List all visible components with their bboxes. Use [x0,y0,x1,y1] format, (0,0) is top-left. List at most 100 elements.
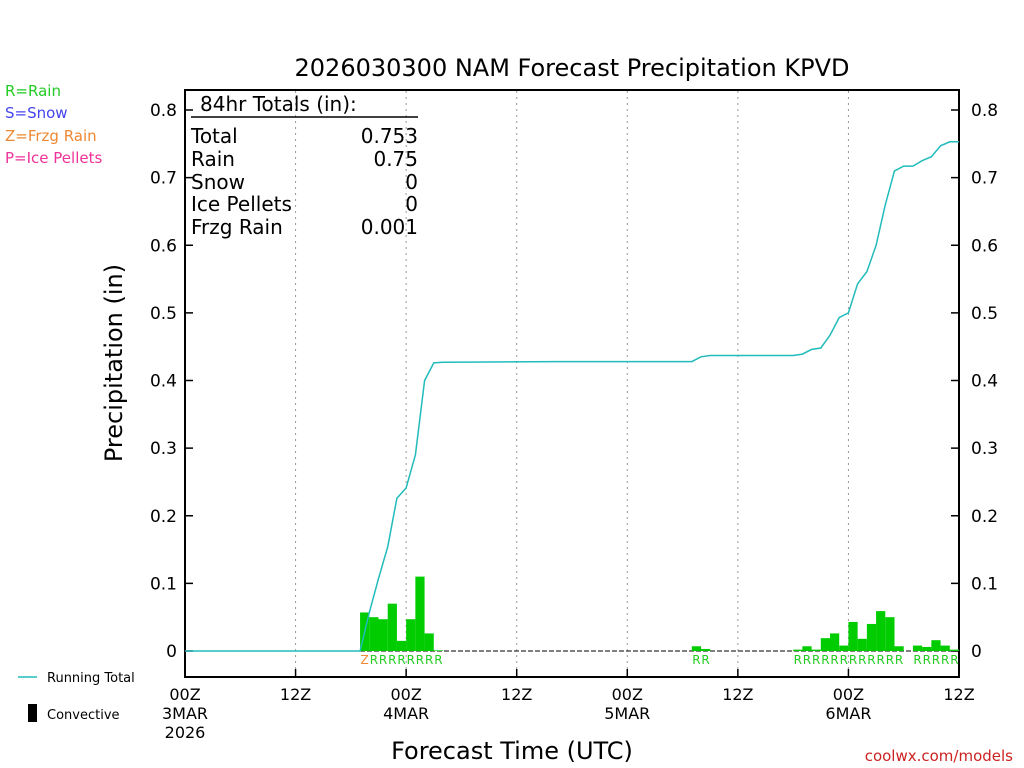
x-tick-label: 00Z [390,685,421,704]
x-tick-year: 2026 [165,723,206,742]
precip-type-code: R [941,653,949,667]
precip-bar [396,640,407,651]
y-tick-label-left: 0.1 [150,574,177,594]
y-tick-label-right: 0 [971,642,982,662]
precip-bar [387,603,397,651]
precip-type-code: R [821,653,829,667]
precip-bar [820,638,830,651]
legend-snow: S=Snow [5,104,68,122]
running-total-legend: Running Total [47,671,135,686]
precip-type-code: R [701,653,709,667]
x-tick-date: 5MAR [604,704,650,723]
type-legend: R=Rain S=Snow Z=Frzg Rain P=Ice Pellets [5,82,102,167]
precip-bar [811,649,821,651]
y-tick-label-left: 0.4 [150,372,177,392]
precip-bar [857,638,867,651]
x-tick-label: 12Z [501,685,532,704]
y-tick-label-left: 0.7 [150,169,177,189]
plot-frame [184,89,960,678]
totals-label-frzg: Frzg Rain [191,215,283,239]
x-tick-label: 12Z [722,685,753,704]
y-tick-label-right: 0.6 [971,236,998,256]
precip-bar [793,649,803,651]
chart-title: 2026030300 NAM Forecast Precipitation KP… [295,54,850,82]
y-tick-label-right: 0.7 [971,169,998,189]
y-tick-label-right: 0.3 [971,439,998,459]
precip-bar [839,645,849,651]
legend-frzg-rain: Z=Frzg Rain [5,127,97,145]
precip-type-code: R [434,653,442,667]
precip-bar [424,633,434,651]
totals-value-snow: 0 [405,170,418,194]
precip-type-code: R [388,653,396,667]
precip-bar [876,611,886,651]
totals-label-snow: Snow [191,170,245,194]
x-tick-label: 00Z [833,685,864,704]
precip-bar [701,648,711,651]
legend-ice-pellets: P=Ice Pellets [5,149,102,167]
x-tick-label: 12Z [943,685,974,704]
y-tick-label-right: 0.2 [971,507,998,527]
totals-label-total: Total [190,124,238,148]
x-tick-label: 00Z [169,685,200,704]
precip-bar [406,619,416,651]
precip-bar [949,649,959,651]
precip-type-code: R [397,653,405,667]
y-tick-label-left: 0 [166,642,177,662]
precip-type-code: R [877,653,885,667]
y-tick-label-right: 0.1 [971,574,998,594]
convective-swatch [28,704,37,722]
totals-label-rain: Rain [191,147,235,171]
precip-bar [894,646,904,651]
precip-type-code: R [886,653,894,667]
precip-type-code: R [692,653,700,667]
precip-type-code: R [849,653,857,667]
y-tick-label-left: 0.8 [150,101,177,121]
precip-type-code: R [416,653,424,667]
totals-value-total: 0.753 [361,124,418,148]
precip-type-code: R [803,653,811,667]
precip-type-code: R [812,653,820,667]
precip-bar [912,645,923,651]
precip-type-code: R [794,653,802,667]
y-axis-label: Precipitation (in) [100,264,128,462]
precip-type-code: R [923,653,931,667]
running-total-line [185,141,959,652]
hourly-bars [360,576,959,651]
precip-bar [940,645,950,651]
precip-type-code: R [932,653,940,667]
totals-value-frzg: 0.001 [361,215,418,239]
y-tick-label-right: 0.4 [971,372,998,392]
precip-bar [691,646,701,651]
precip-type-code: R [913,653,921,667]
precip-bar [885,617,895,651]
x-tick-label: 00Z [612,685,643,704]
precip-type-code: R [895,653,903,667]
precip-bar [433,650,443,651]
x-tick-label: 12Z [280,685,311,704]
precip-bar [378,619,388,651]
legend-rain: R=Rain [5,82,61,100]
credit-text: coolwx.com/models [865,747,1013,765]
gridlines [295,91,849,676]
totals-value-ice: 0 [405,192,418,216]
precip-bar [848,621,858,651]
x-axis-label: Forecast Time (UTC) [391,737,633,765]
y-tick-label-left: 0.3 [150,439,177,459]
precip-type-code: R [867,653,875,667]
y-tick-label-left: 0.2 [150,507,177,527]
precip-type-code: R [370,653,378,667]
precip-bar [922,646,932,651]
precip-type-code: R [425,653,433,667]
precip-type-code: R [830,653,838,667]
precip-bar [866,623,877,651]
precip-bar [931,640,941,651]
y-tick-label-right: 0.5 [971,304,998,324]
y-tick-label-left: 0.6 [150,236,177,256]
y-tick-label-left: 0.5 [150,304,177,324]
totals-label-ice: Ice Pellets [191,192,292,216]
precip-type-code: R [379,653,387,667]
y-tick-label-right: 0.8 [971,101,998,121]
precip-type-code: R [858,653,866,667]
